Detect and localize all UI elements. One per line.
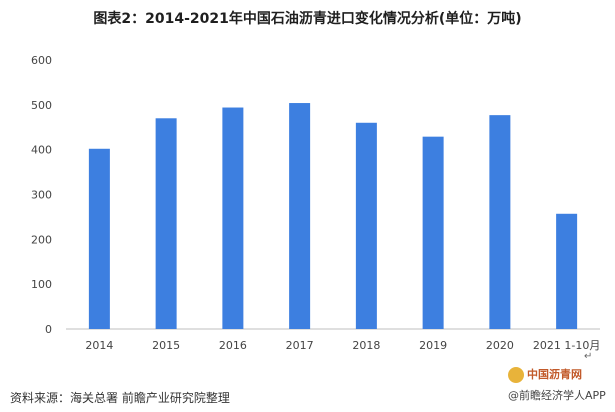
y-tick-label: 0: [45, 323, 52, 336]
logo-primary-text: 中国沥青网: [527, 368, 582, 381]
x-tick-label: 2019: [419, 339, 447, 352]
bar-0: [88, 148, 110, 329]
x-tick-label: 2015: [152, 339, 180, 352]
y-tick-label: 600: [31, 54, 52, 67]
y-tick-label: 300: [31, 189, 52, 202]
x-tick-label: 2021 1-10月: [533, 339, 600, 352]
return-glyph: ↵: [584, 351, 593, 362]
bar-5: [422, 136, 444, 329]
y-tick-label: 200: [31, 233, 52, 246]
source-note: 资料来源：海关总署 前瞻产业研究院整理: [10, 391, 230, 405]
logo-qianzhan-app: @前瞻经济学人APP: [508, 389, 606, 402]
y-tick-label: 100: [31, 278, 52, 291]
logo-sinoasphalt: 中国沥青网: [508, 366, 582, 383]
bar-1: [155, 118, 177, 330]
bar-7: [556, 213, 578, 329]
bar-6: [489, 115, 511, 330]
x-tick-label: 2020: [486, 339, 514, 352]
x-tick-label: 2016: [219, 339, 247, 352]
y-tick-label: 500: [31, 99, 52, 112]
bar-3: [289, 103, 311, 329]
x-tick-label: 2014: [85, 339, 113, 352]
y-tick-label: 400: [31, 144, 52, 157]
x-tick-label: 2018: [352, 339, 380, 352]
bar-2: [222, 107, 244, 329]
x-tick-label: 2017: [286, 339, 314, 352]
chart-title: 图表2：2014-2021年中国石油沥青进口变化情况分析(单位：万吨): [93, 11, 522, 27]
logo-icon: [508, 367, 524, 383]
bar-4: [355, 122, 377, 330]
